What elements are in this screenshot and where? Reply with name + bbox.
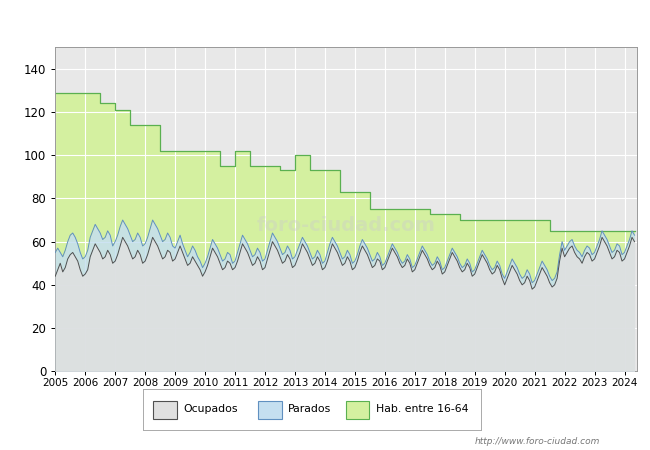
Bar bbox=[258, 400, 281, 419]
Text: foro-ciudad.com: foro-ciudad.com bbox=[257, 216, 436, 235]
Text: Ocupados: Ocupados bbox=[183, 405, 238, 414]
Text: http://www.foro-ciudad.com: http://www.foro-ciudad.com bbox=[474, 437, 600, 446]
Bar bbox=[153, 400, 177, 419]
Bar bbox=[346, 400, 369, 419]
Text: Hab. entre 16-64: Hab. entre 16-64 bbox=[376, 405, 469, 414]
Text: Parados: Parados bbox=[289, 405, 332, 414]
Text: Bayubas de Abajo - Evolucion de la poblacion en edad de Trabajar Mayo de 2024: Bayubas de Abajo - Evolucion de la pobla… bbox=[66, 13, 584, 26]
